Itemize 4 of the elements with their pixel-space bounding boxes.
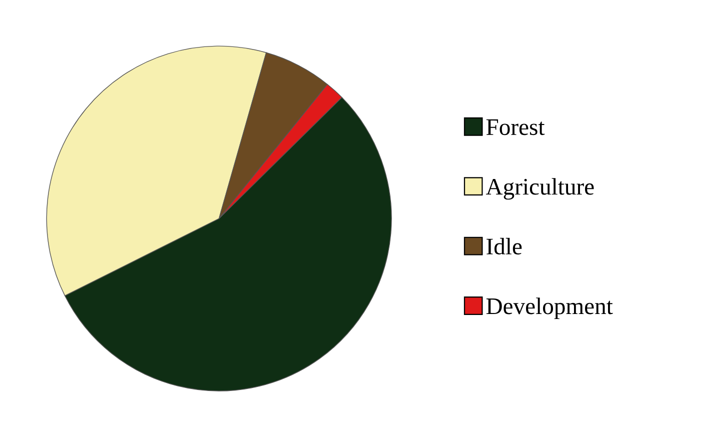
- legend-label: Idle: [486, 238, 522, 255]
- legend-label: Forest: [486, 119, 545, 136]
- legend-label: Development: [486, 298, 613, 320]
- legend-label: Agriculture: [486, 178, 594, 200]
